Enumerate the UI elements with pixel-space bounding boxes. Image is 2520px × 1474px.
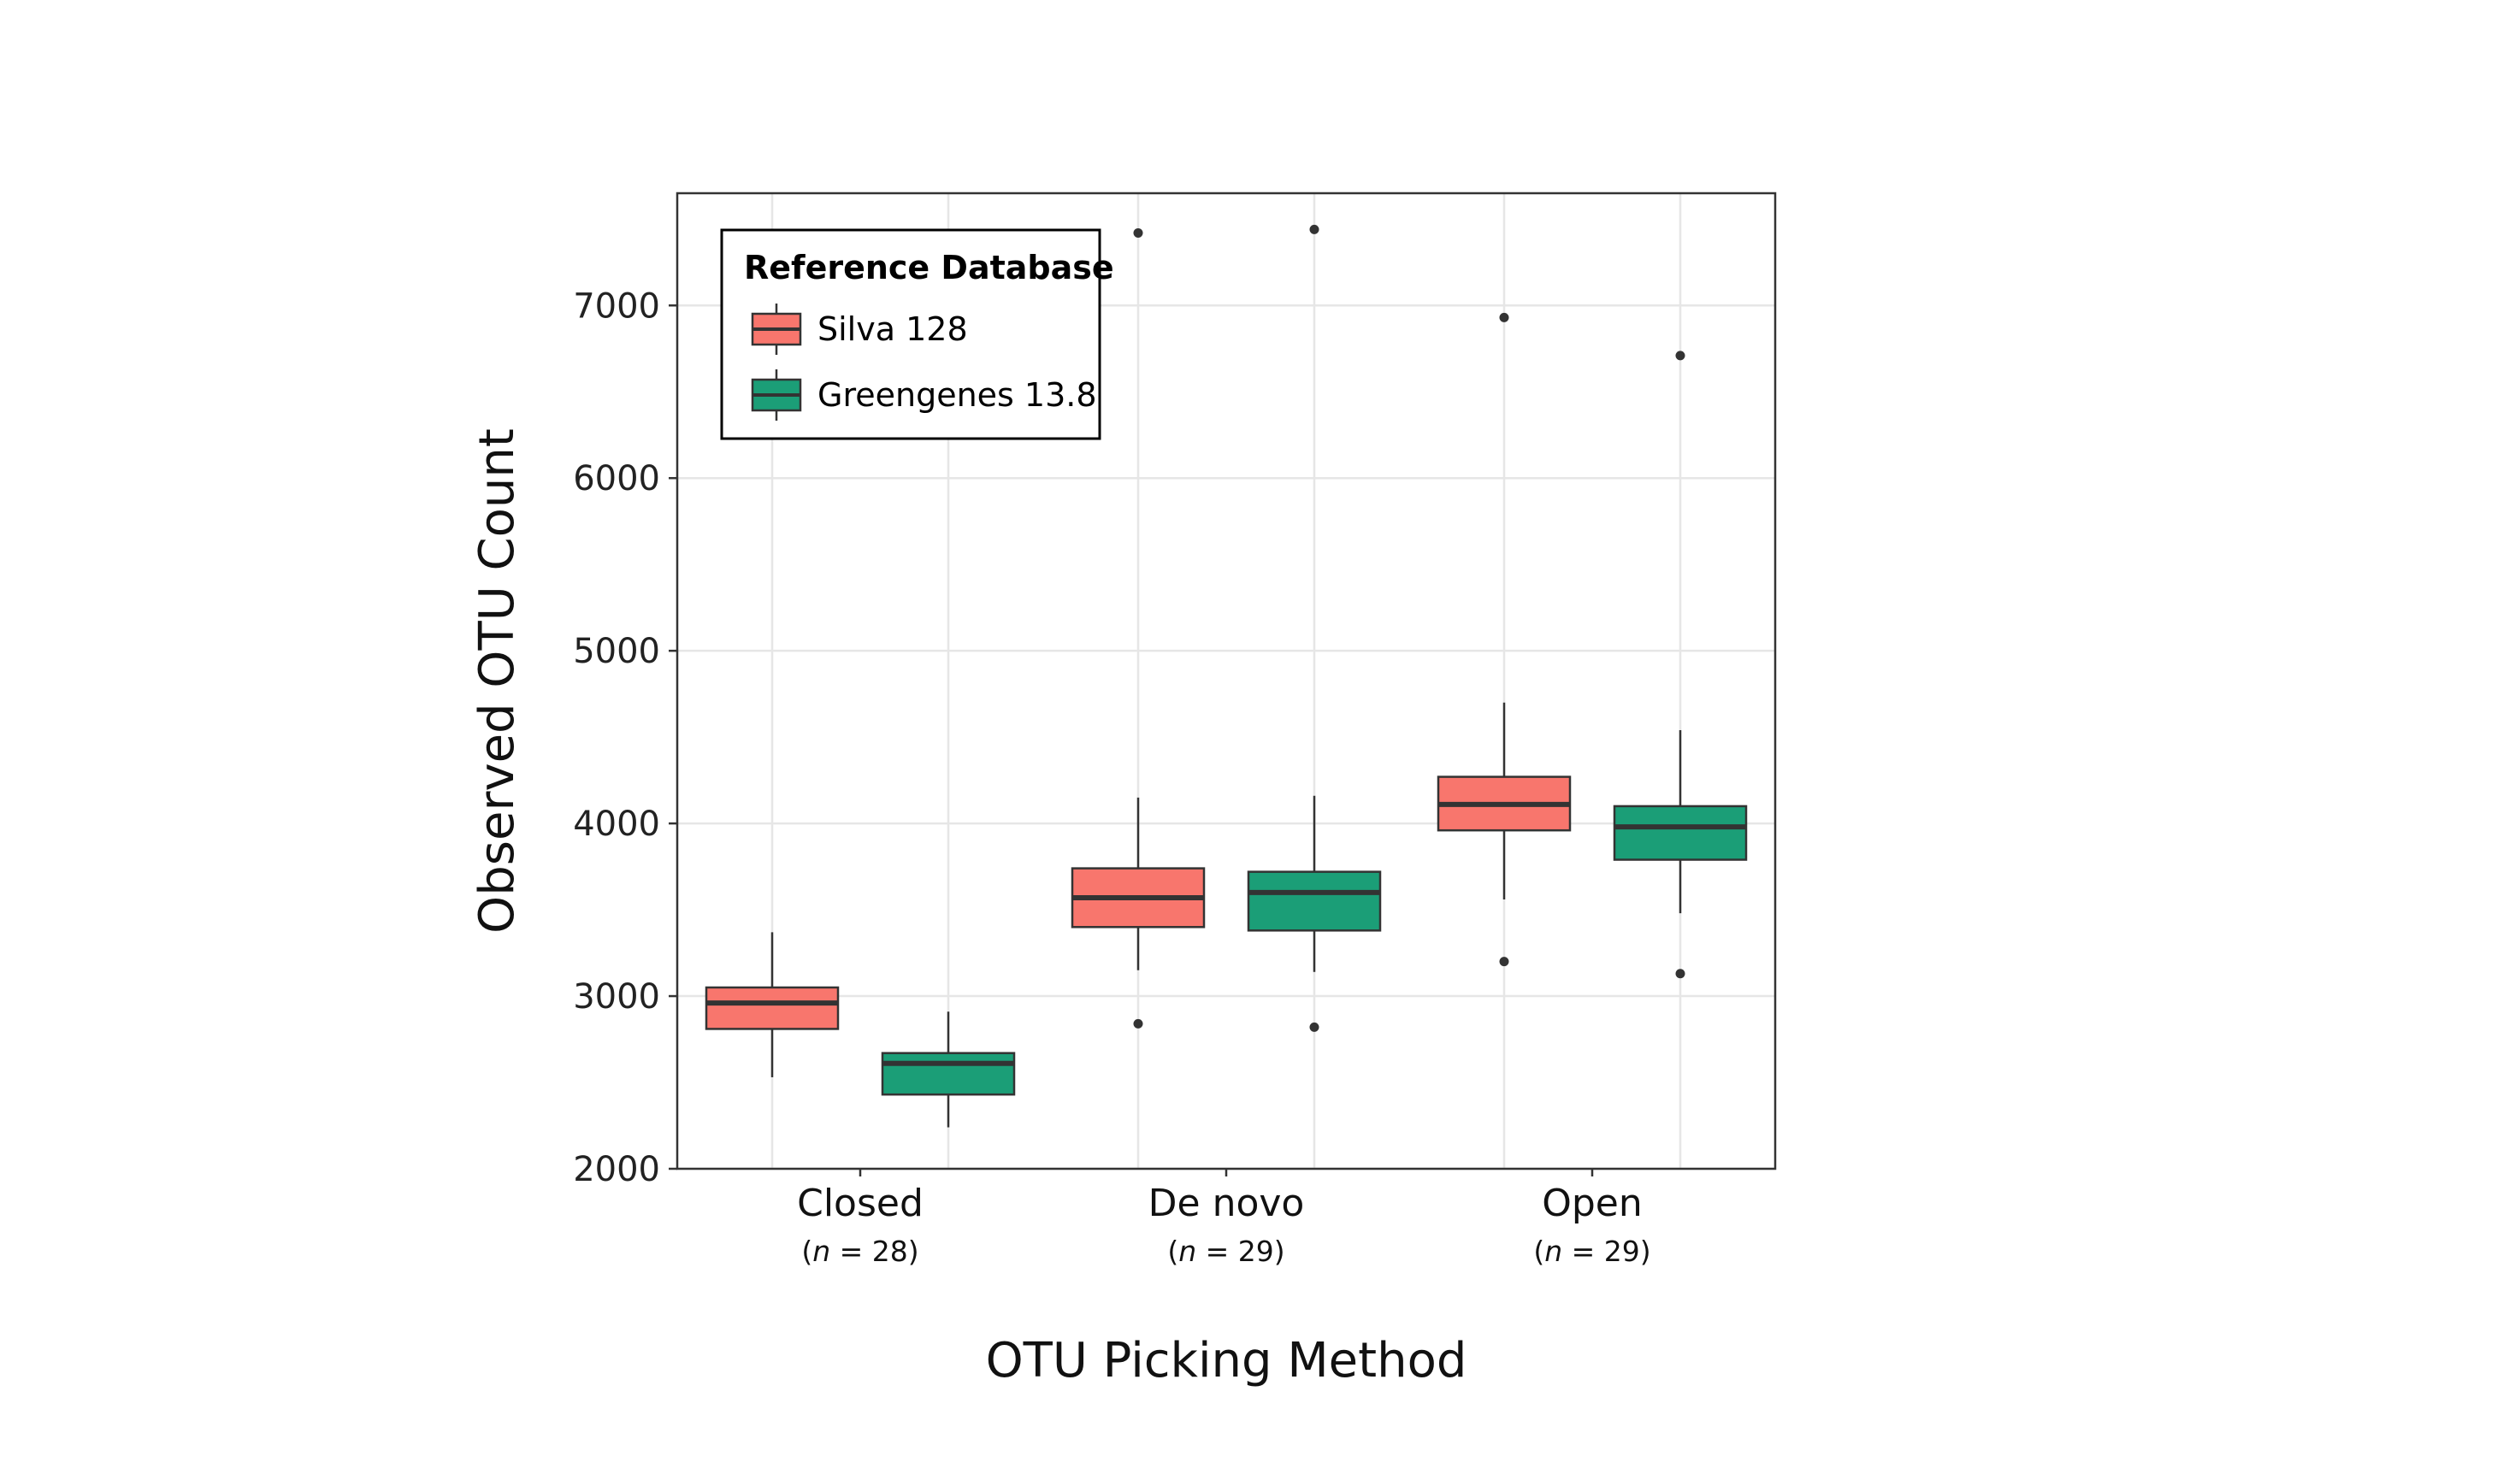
legend-key-silva-128: Silva 128 [751,304,968,355]
outlier-point [1675,351,1685,361]
x-category-n-label: (n = 29) [1167,1235,1284,1268]
y-tick-label: 5000 [573,632,660,671]
box-body [1247,870,1382,932]
box-greengenes-13-8-open [1613,351,1748,979]
y-tick-label: 3000 [573,977,660,1017]
box-body [705,986,840,1030]
box-silva-128-closed [705,932,840,1077]
axis-layer: 2000 3000 4000 5000 6000 7000 Closed (n = 28) De… [573,286,1650,1268]
x-category-label: Closed [797,1182,924,1225]
box-body [881,1052,1016,1096]
y-tick-label: 6000 [573,459,660,498]
legend-keys: Silva 128 Greengenes 13.8 [751,304,1097,421]
legend-key-greengenes-13-8: Greengenes 13.8 [751,369,1097,421]
outlier-point [1133,227,1143,238]
legend-label: Silva 128 [817,310,968,348]
box-layer [705,224,1748,1128]
outlier-point [1675,969,1685,979]
outlier-point [1133,1018,1143,1029]
box-silva-128-de-novo [1071,227,1206,1029]
x-category-n-label: (n = 28) [801,1235,918,1268]
box-greengenes-13-8-de-novo [1247,224,1382,1032]
x-axis-title: OTU Picking Method [986,1333,1467,1389]
y-tick-label: 7000 [573,286,660,326]
outlier-point [1309,1022,1319,1032]
y-tick-label: 4000 [573,805,660,844]
y-tick-label: 2000 [573,1150,660,1189]
outlier-point [1499,957,1509,967]
x-category-n-label: (n = 29) [1533,1235,1650,1268]
legend-label: Greengenes 13.8 [817,376,1097,414]
y-axis-title: Observed OTU Count [469,428,525,934]
x-category-label: De novo [1148,1182,1305,1225]
legend-title: Reference Database [744,249,1114,286]
box-greengenes-13-8-closed [881,1011,1016,1128]
box-silva-128-open [1437,312,1572,967]
outlier-point [1499,312,1509,322]
legend: Reference Database Silva 128 Greengenes 1… [720,228,1114,440]
x-category-label: Open [1542,1182,1643,1225]
outlier-point [1309,224,1319,234]
box-body [1613,805,1748,861]
